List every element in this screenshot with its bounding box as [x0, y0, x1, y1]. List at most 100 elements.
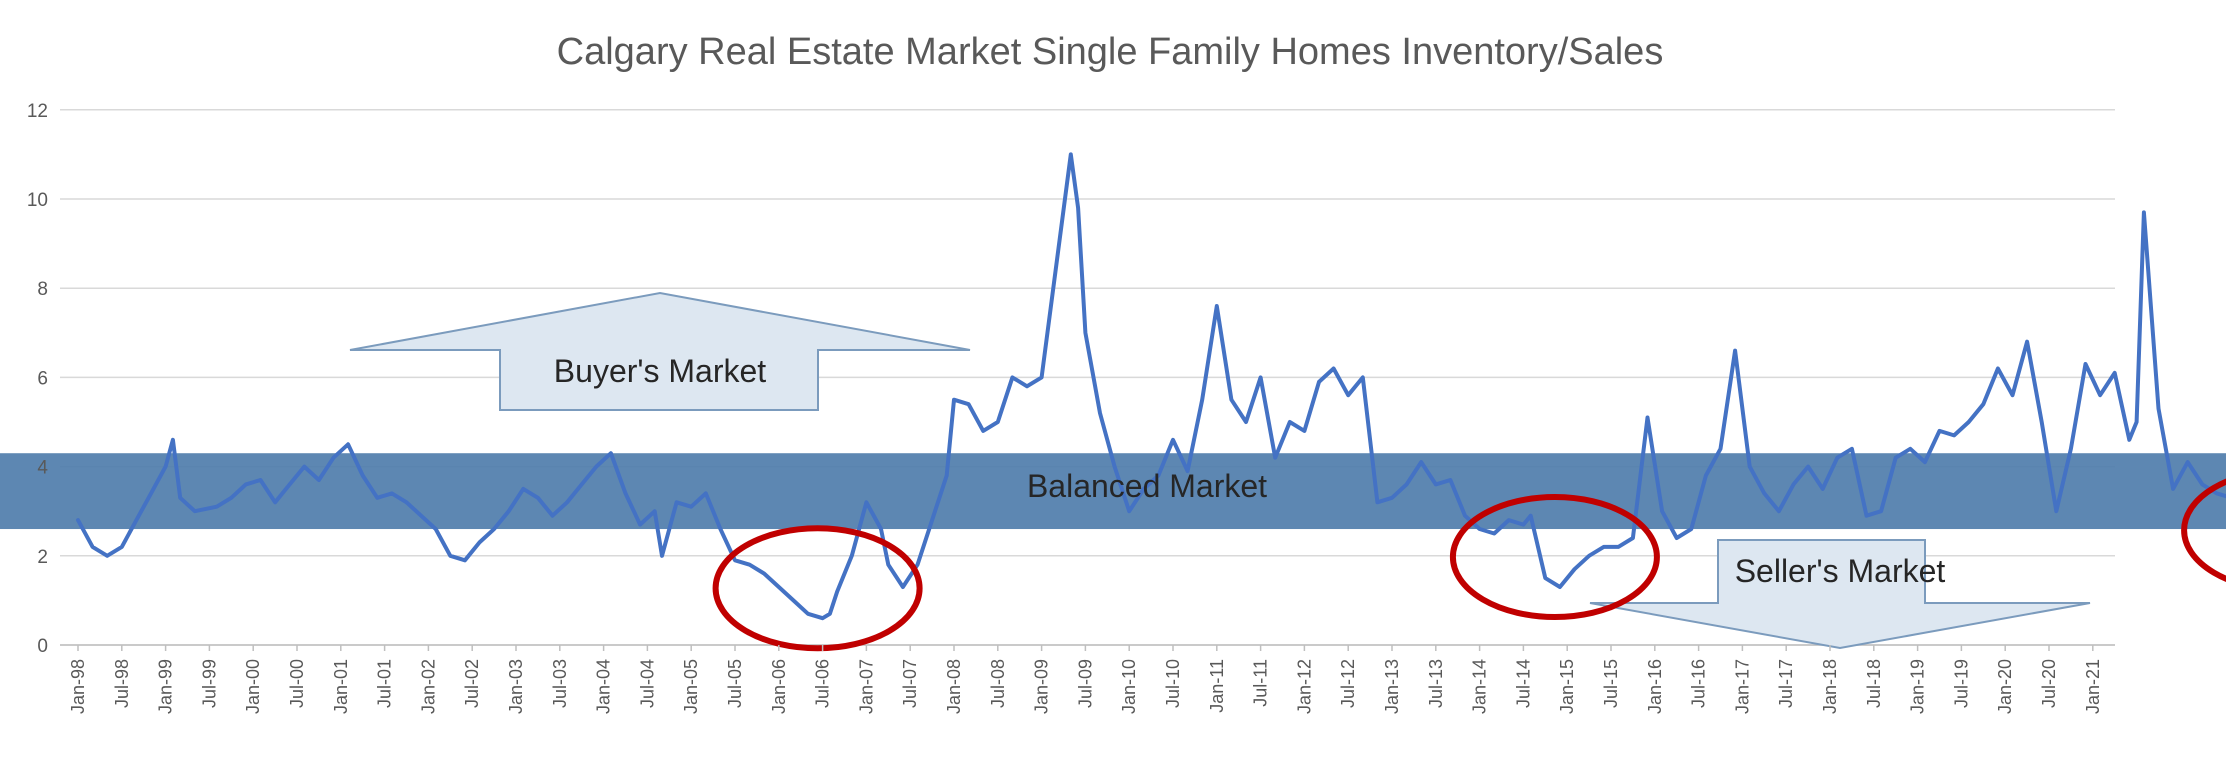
x-tick-label: Jul-98	[112, 659, 132, 708]
data-point	[193, 509, 197, 513]
data-point	[748, 563, 752, 567]
data-point	[1113, 465, 1117, 469]
data-point	[1317, 380, 1321, 384]
y-tick-label: 0	[37, 636, 48, 657]
data-point	[675, 500, 679, 504]
data-point	[1069, 152, 1073, 156]
x-tick-label: Jan-05	[681, 659, 701, 714]
series-line-0	[76, 152, 2226, 621]
x-axis-ticks: Jan-98 Jul-98 Jan-99 Jul-99 Jan-00 Jul-00 Jan-…	[68, 645, 2103, 714]
highlight-circle	[2181, 478, 2226, 582]
data-point	[1521, 523, 1525, 527]
x-tick-label: Jan-98	[68, 659, 88, 714]
x-tick-label: Jul-20	[2039, 659, 2059, 708]
x-tick-label: Jul-07	[900, 659, 920, 708]
data-point	[1938, 429, 1941, 433]
data-point	[1259, 375, 1263, 379]
data-point	[1405, 482, 1409, 486]
data-point	[653, 509, 657, 513]
x-tick-label: Jan-09	[1032, 659, 1052, 714]
data-point	[850, 554, 854, 558]
data-point	[1127, 509, 1131, 513]
data-point	[981, 429, 985, 433]
data-point	[1302, 429, 1306, 433]
data-point	[1616, 545, 1620, 549]
highlight-circles	[712, 478, 2226, 652]
data-point	[1923, 460, 1927, 464]
data-point	[828, 612, 832, 616]
data-point	[1762, 491, 1766, 495]
annotation-labels: Buyer's Market Balanced Market Seller's Ma…	[554, 353, 1946, 589]
x-tick-label: Jan-20	[1995, 659, 2015, 714]
data-point	[1142, 487, 1146, 491]
data-point	[1083, 331, 1087, 335]
data-point	[229, 496, 233, 500]
data-point	[1733, 349, 1737, 353]
x-tick-label: Jul-14	[1513, 659, 1533, 708]
data-point	[835, 590, 839, 593]
x-tick-label: Jan-19	[1908, 659, 1928, 714]
data-point	[1025, 384, 1029, 388]
x-tick-label: Jan-99	[156, 659, 176, 714]
data-point	[1631, 536, 1635, 540]
data-point	[171, 438, 175, 442]
data-point	[1507, 518, 1511, 522]
x-tick-label: Jan-15	[1557, 659, 1577, 714]
data-point	[967, 402, 971, 406]
data-point	[1390, 496, 1394, 500]
data-point	[2127, 438, 2131, 442]
data-point	[1646, 416, 1649, 419]
x-tick-label: Jul-08	[988, 659, 1008, 708]
x-tick-label: Jul-00	[287, 659, 307, 708]
data-point	[1850, 447, 1854, 451]
highlight-circle	[712, 525, 923, 652]
data-point	[1806, 465, 1810, 469]
data-point	[580, 482, 584, 486]
data-point	[521, 487, 525, 491]
data-point	[594, 465, 598, 469]
data-point	[91, 545, 95, 549]
data-point	[916, 563, 919, 567]
data-point	[1879, 509, 1883, 513]
x-tick-label: Jan-11	[1207, 659, 1227, 713]
data-point	[952, 398, 956, 402]
data-point	[1010, 375, 1014, 379]
data-point	[1054, 264, 1058, 268]
data-point	[2200, 482, 2204, 486]
data-point	[361, 474, 365, 477]
x-tick-label: Jan-03	[506, 659, 526, 714]
x-tick-label: Jul-15	[1601, 659, 1621, 708]
sellers-market-label: Seller's Market	[1735, 553, 1946, 589]
x-tick-label: Jan-14	[1470, 659, 1490, 714]
data-point	[806, 612, 810, 616]
y-tick-label: 8	[37, 279, 48, 300]
data-point	[1602, 545, 1606, 549]
data-point	[1952, 433, 1956, 437]
data-point	[821, 616, 825, 620]
data-point	[244, 482, 248, 486]
data-point	[259, 478, 262, 482]
data-point	[689, 505, 693, 509]
x-tick-label: Jul-10	[1163, 659, 1183, 708]
data-point	[551, 514, 554, 518]
data-point	[1244, 420, 1248, 424]
x-tick-label: Jul-03	[550, 659, 570, 708]
chart-title: Calgary Real Estate Market Single Family…	[557, 31, 1664, 73]
data-point	[375, 496, 379, 500]
y-tick-label: 10	[27, 190, 48, 211]
data-point	[624, 491, 627, 495]
data-point	[1346, 393, 1350, 397]
data-point	[536, 496, 540, 500]
data-point	[1229, 398, 1233, 402]
data-point	[901, 585, 905, 589]
data-point	[879, 527, 883, 531]
highlight-circle	[1449, 494, 1660, 621]
data-point	[1996, 367, 2000, 370]
data-point	[565, 500, 569, 504]
x-tick-label: Jul-12	[1338, 659, 1358, 708]
data-point	[273, 500, 277, 504]
data-point	[1660, 509, 1664, 513]
data-point	[1689, 527, 1693, 531]
data-point	[2142, 210, 2146, 214]
data-point	[1361, 375, 1365, 379]
